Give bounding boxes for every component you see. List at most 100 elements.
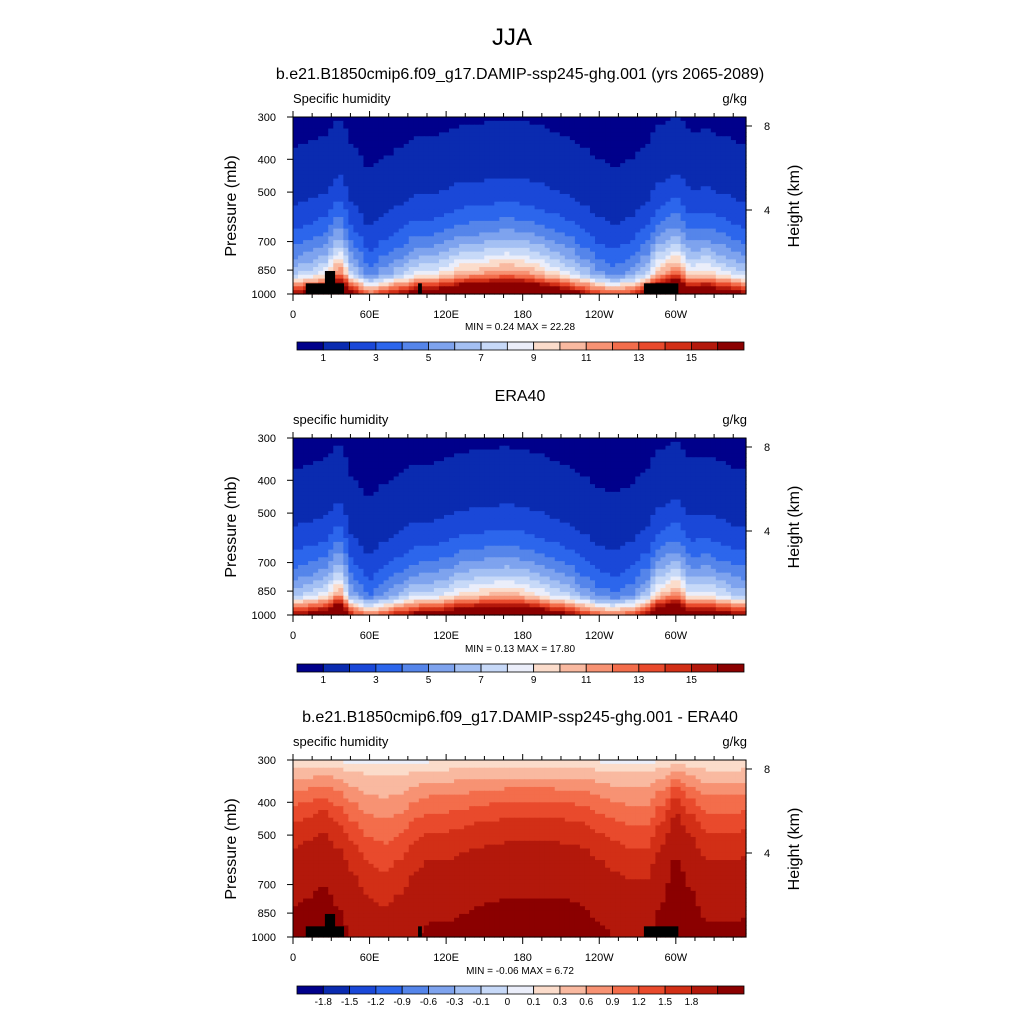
- field-cell: [343, 206, 349, 210]
- field-cell: [540, 140, 546, 144]
- field-cell: [328, 202, 334, 206]
- field-cell: [494, 175, 500, 179]
- field-cell: [449, 259, 455, 263]
- field-cell: [585, 271, 591, 275]
- field-cell: [640, 279, 646, 283]
- field-cell: [676, 148, 682, 152]
- field-cell: [348, 194, 354, 198]
- field-cell: [650, 461, 656, 465]
- field-cell: [444, 152, 450, 156]
- field-cell: [645, 236, 651, 240]
- field-cell: [419, 229, 425, 233]
- field-cell: [384, 198, 390, 202]
- field-cell: [660, 175, 666, 179]
- field-cell: [469, 267, 475, 271]
- field-cell: [706, 438, 712, 442]
- field-cell: [520, 202, 526, 206]
- field-cell: [731, 182, 737, 186]
- field-cell: [716, 121, 722, 125]
- field-cell: [671, 271, 677, 275]
- field-cell: [313, 136, 319, 140]
- field-cell: [343, 167, 349, 171]
- field-cell: [590, 129, 596, 133]
- field-cell: [394, 229, 400, 233]
- field-cell: [580, 125, 586, 129]
- field-cell: [429, 229, 435, 233]
- field-cell: [389, 259, 395, 263]
- field-cell: [369, 256, 375, 260]
- field-cell: [731, 121, 737, 125]
- field-cell: [615, 129, 621, 133]
- field-cell: [308, 140, 314, 144]
- field-cell: [379, 446, 385, 450]
- field-cell: [580, 221, 586, 225]
- field-cell: [514, 155, 520, 159]
- field-cell: [550, 121, 556, 125]
- field-cell: [348, 206, 354, 210]
- field-cell: [434, 450, 440, 454]
- field-cell: [655, 198, 661, 202]
- field-cell: [389, 202, 395, 206]
- field-cell: [615, 171, 621, 175]
- field-cell: [419, 152, 425, 156]
- field-cell: [580, 282, 586, 286]
- field-cell: [298, 125, 304, 129]
- field-cell: [399, 271, 405, 275]
- field-cell: [711, 236, 717, 240]
- field-cell: [625, 232, 631, 236]
- field-cell: [374, 179, 380, 183]
- field-cell: [419, 167, 425, 171]
- field-cell: [469, 248, 475, 252]
- field-cell: [338, 271, 344, 275]
- field-cell: [640, 221, 646, 225]
- field-cell: [716, 232, 722, 236]
- field-cell: [635, 175, 641, 179]
- field-cell: [655, 275, 661, 279]
- field-cell: [479, 121, 485, 125]
- field-cell: [555, 194, 561, 198]
- field-cell: [459, 209, 465, 213]
- field-cell: [615, 252, 621, 256]
- field-cell: [479, 461, 485, 465]
- field-cell: [721, 457, 727, 461]
- field-cell: [645, 182, 651, 186]
- field-cell: [479, 159, 485, 163]
- field-cell: [293, 167, 299, 171]
- field-cell: [504, 465, 510, 469]
- field-cell: [494, 198, 500, 202]
- field-cell: [665, 148, 671, 152]
- field-cell: [711, 148, 717, 152]
- field-cell: [645, 144, 651, 148]
- field-cell: [333, 182, 339, 186]
- field-cell: [701, 438, 707, 442]
- field-cell: [429, 252, 435, 256]
- field-cell: [676, 461, 682, 465]
- field-cell: [439, 148, 445, 152]
- field-cell: [550, 225, 556, 229]
- field-cell: [509, 225, 515, 229]
- field-cell: [696, 217, 702, 221]
- field-cell: [530, 244, 536, 248]
- field-cell: [630, 182, 636, 186]
- field-cell: [535, 275, 541, 279]
- field-cell: [540, 240, 546, 244]
- field-cell: [454, 286, 460, 290]
- field-cell: [726, 240, 732, 244]
- field-cell: [615, 229, 621, 233]
- field-cell: [595, 125, 601, 129]
- field-cell: [711, 171, 717, 175]
- field-cell: [399, 129, 405, 133]
- field-cell: [323, 179, 329, 183]
- field-cell: [514, 438, 520, 442]
- field-cell: [590, 248, 596, 252]
- field-cell: [590, 225, 596, 229]
- field-cell: [686, 465, 692, 469]
- field-cell: [494, 446, 500, 450]
- field-cell: [424, 190, 430, 194]
- field-cell: [655, 213, 661, 217]
- field-cell: [600, 125, 606, 129]
- field-cell: [555, 450, 561, 454]
- field-cell: [686, 121, 692, 125]
- field-cell: [560, 202, 566, 206]
- field-cell: [645, 213, 651, 217]
